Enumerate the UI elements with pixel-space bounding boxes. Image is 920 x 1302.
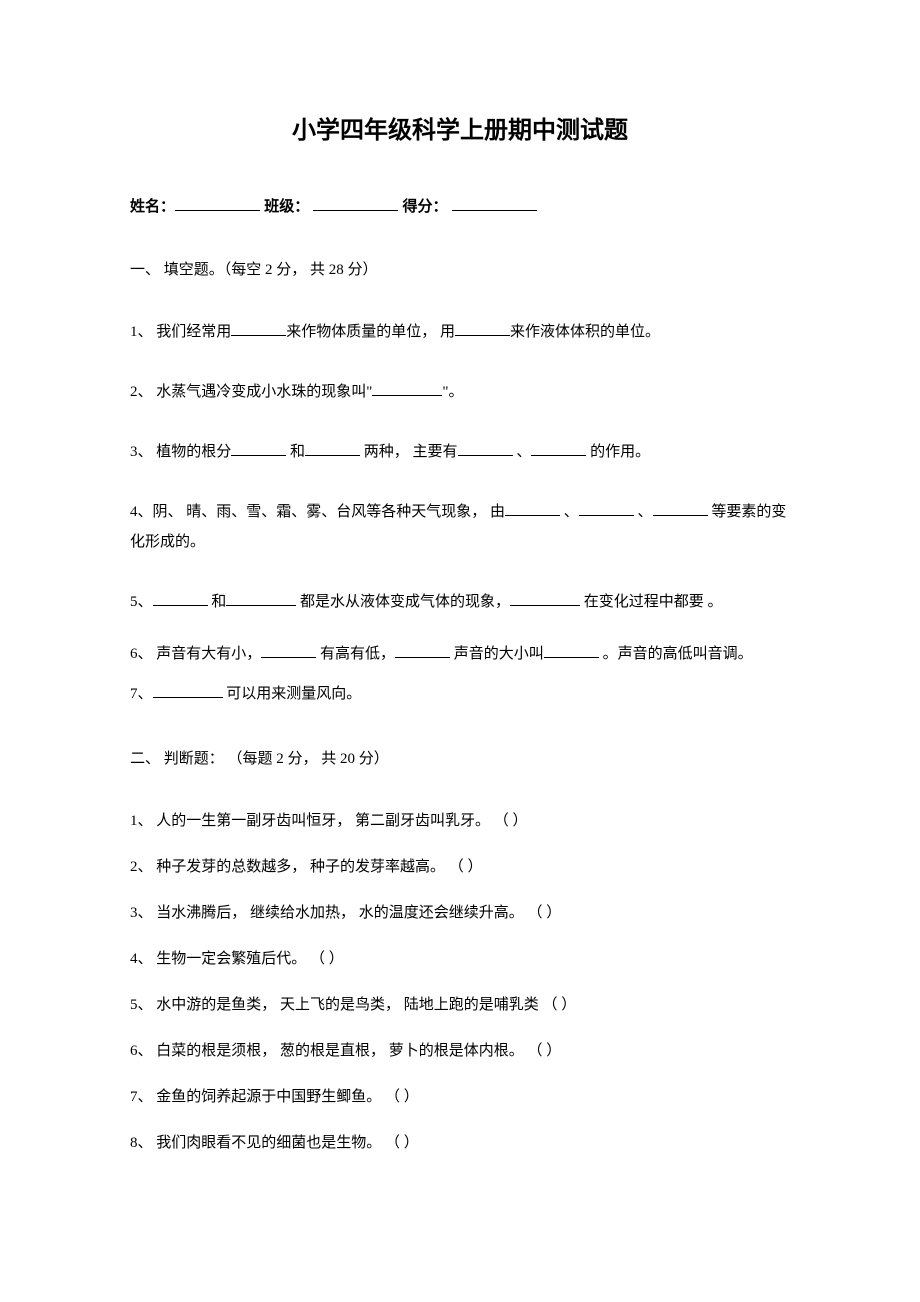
section1-header: 一、 填空题。（每空 2 分， 共 28 分）	[130, 258, 790, 279]
q1-4-num: 4、	[130, 504, 153, 520]
q1-3-text2: 两种， 主要有	[360, 444, 458, 460]
blank	[231, 320, 286, 336]
q1-5-text1: 和	[208, 594, 227, 610]
blank	[653, 500, 708, 516]
q2-2-num: 2、	[130, 859, 153, 875]
q2-6-num: 6、	[130, 1043, 153, 1059]
blank	[510, 590, 580, 606]
q2-5: 5、 水中游的是鱼类， 天上飞的是鸟类， 陆地上跑的是哺乳类 （ ）	[130, 990, 790, 1020]
q2-1: 1、 人的一生第一副牙齿叫恒牙， 第二副牙齿叫乳牙。 （ ）	[130, 806, 790, 836]
q2-7-num: 7、	[130, 1089, 153, 1105]
q1-2-text0: 水蒸气遇冷变成小水珠的现象叫"	[156, 384, 372, 400]
q1-7: 7、 可以用来测量风向。	[130, 679, 790, 709]
q1-3-num: 3、	[130, 444, 153, 460]
q1-4-text1: 、	[560, 504, 579, 520]
q1-1-text1: 来作物体质量的单位， 用	[286, 324, 455, 340]
q2-1-text: 人的一生第一副牙齿叫恒牙， 第二副牙齿叫乳牙。 （ ）	[156, 813, 527, 829]
blank	[531, 440, 586, 456]
q1-5-text3: 在变化过程中都要 。	[580, 594, 723, 610]
q1-5: 5、 和 都是水从液体变成气体的现象， 在变化过程中都要 。	[130, 587, 790, 617]
blank	[261, 642, 316, 658]
class-label: 班级：	[264, 198, 309, 215]
q1-3-text4: 的作用。	[586, 444, 650, 460]
q1-7-text1: 可以用来测量风向。	[223, 686, 362, 702]
q1-6-text0: 声音有大有小，	[156, 646, 261, 662]
student-info-line: 姓名： 班级： 得分：	[130, 195, 790, 216]
q2-4: 4、 生物一定会繁殖后代。 （ ）	[130, 944, 790, 974]
q1-3-text3: 、	[513, 444, 532, 460]
q2-4-text: 生物一定会繁殖后代。 （ ）	[156, 951, 344, 967]
q2-7: 7、 金鱼的饲养起源于中国野生鲫鱼。 （ ）	[130, 1082, 790, 1112]
page-title: 小学四年级科学上册期中测试题	[130, 110, 790, 145]
q2-5-num: 5、	[130, 997, 153, 1013]
blank	[226, 590, 296, 606]
blank	[153, 590, 208, 606]
q1-2: 2、 水蒸气遇冷变成小水珠的现象叫" "。	[130, 377, 790, 407]
blank	[458, 440, 513, 456]
blank	[455, 320, 510, 336]
q1-1: 1、 我们经常用 来作物体质量的单位， 用 来作液体体积的单位。	[130, 317, 790, 347]
q2-3-text: 当水沸腾后， 继续给水加热， 水的温度还会继续升高。 （ ）	[156, 905, 561, 921]
blank	[372, 380, 442, 396]
q2-7-text: 金鱼的饲养起源于中国野生鲫鱼。 （ ）	[156, 1089, 419, 1105]
q2-5-text: 水中游的是鱼类， 天上飞的是鸟类， 陆地上跑的是哺乳类 （ ）	[156, 997, 576, 1013]
section2-header: 二、 判断题： （每题 2 分， 共 20 分）	[130, 747, 790, 768]
class-blank	[313, 195, 398, 211]
blank	[231, 440, 286, 456]
q1-2-text1: "。	[442, 384, 463, 400]
q2-3-num: 3、	[130, 905, 153, 921]
q2-4-num: 4、	[130, 951, 153, 967]
q1-7-num: 7、	[130, 686, 153, 702]
q1-2-num: 2、	[130, 384, 153, 400]
blank	[395, 642, 450, 658]
q1-6-text1: 有高有低，	[316, 646, 395, 662]
q1-6-text2: 声音的大小叫	[450, 646, 544, 662]
q1-4: 4、阴、 晴、雨、雪、霜、雾、台风等各种天气现象， 由 、 、 等要素的变化形成…	[130, 497, 790, 557]
blank	[153, 682, 223, 698]
q1-6-num: 6、	[130, 646, 153, 662]
q1-3: 3、 植物的根分 和 两种， 主要有 、 的作用。	[130, 437, 790, 467]
q2-6-text: 白菜的根是须根， 葱的根是直根， 萝卜的根是体内根。 （ ）	[156, 1043, 561, 1059]
q1-3-text1: 和	[286, 444, 305, 460]
blank	[305, 440, 360, 456]
score-blank	[452, 195, 537, 211]
q2-6: 6、 白菜的根是须根， 葱的根是直根， 萝卜的根是体内根。 （ ）	[130, 1036, 790, 1066]
q1-4-text2: 、	[634, 504, 653, 520]
q1-3-text0: 植物的根分	[156, 444, 231, 460]
q1-5-text2: 都是水从液体变成气体的现象，	[296, 594, 510, 610]
q1-4-text0: 阴、 晴、雨、雪、霜、雾、台风等各种天气现象， 由	[153, 504, 506, 520]
q2-8: 8、 我们肉眼看不见的细菌也是生物。 （ ）	[130, 1128, 790, 1158]
q2-1-num: 1、	[130, 813, 153, 829]
q1-6: 6、 声音有大有小， 有高有低， 声音的大小叫 。声音的高低叫音调。	[130, 639, 790, 669]
q2-2: 2、 种子发芽的总数越多， 种子的发芽率越高。 （ ）	[130, 852, 790, 882]
name-blank	[175, 195, 260, 211]
blank	[579, 500, 634, 516]
q1-1-num: 1、	[130, 324, 153, 340]
q1-1-text2: 来作液体体积的单位。	[510, 324, 660, 340]
blank	[544, 642, 599, 658]
q2-2-text: 种子发芽的总数越多， 种子的发芽率越高。 （ ）	[156, 859, 482, 875]
q2-8-text: 我们肉眼看不见的细菌也是生物。 （ ）	[156, 1135, 419, 1151]
q2-8-num: 8、	[130, 1135, 153, 1151]
blank	[505, 500, 560, 516]
q1-1-text0: 我们经常用	[156, 324, 231, 340]
name-label: 姓名：	[130, 198, 175, 215]
q1-5-num: 5、	[130, 594, 153, 610]
score-label: 得分：	[403, 198, 448, 215]
q2-3: 3、 当水沸腾后， 继续给水加热， 水的温度还会继续升高。 （ ）	[130, 898, 790, 928]
q1-6-text3: 。声音的高低叫音调。	[599, 646, 753, 662]
